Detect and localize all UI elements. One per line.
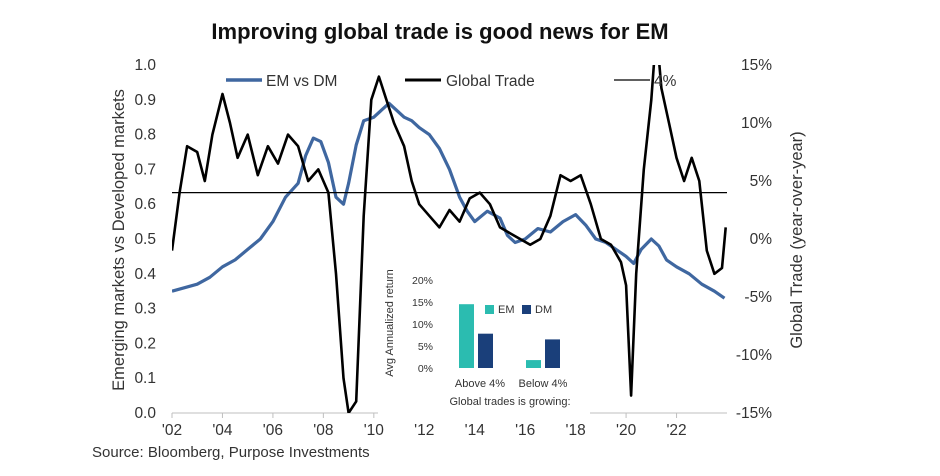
inset-bar-chart: 0% 5% 10% 15% 20% Avg Annualized return Abov… [378,268,590,418]
right-y-tick-label: 15% [741,57,772,74]
left-y-tick-label: 0.9 [134,92,156,109]
x-tick-label: '10 [364,422,385,439]
inset-y-tick-label: 20% [412,275,433,287]
left-y-tick-label: 1.0 [134,57,156,74]
left-y-tick-label: 0.5 [134,231,156,248]
x-tick-label: '08 [313,422,333,439]
left-y-tick-label: 0.1 [134,370,156,387]
left-y-tick-label: 0.8 [134,127,156,144]
x-tick-label: '18 [566,422,586,439]
left-y-tick-labels: 0.0 0.1 0.2 0.3 0.4 0.5 0.6 0.7 0.8 0.9 1.0 [134,57,156,422]
x-tick-label: '02 [162,422,182,439]
left-y-tick-label: 0.7 [134,161,156,178]
right-y-tick-label: -10% [736,347,772,364]
left-y-tick-label: 0.2 [134,335,156,352]
inset-bar-dm [545,339,560,368]
inset-bar-em [459,304,474,368]
left-y-tick-label: 0.4 [134,266,156,283]
inset-category-below: Below 4% [519,378,568,390]
x-tick-label: '16 [515,422,535,439]
x-tick-label: '20 [616,422,637,439]
x-tick-label: '14 [465,422,486,439]
chart-title: Improving global trade is good news for … [211,19,668,44]
left-y-tick-label: 0.6 [134,196,156,213]
inset-y-tick-labels: 0% 5% 10% 15% 20% [412,275,433,375]
inset-legend-label-em: EM [498,304,515,316]
series-global-trade-line [172,65,727,413]
inset-bars [459,304,560,368]
x-tick-label: '04 [212,422,233,439]
right-y-tick-label: 5% [750,173,773,190]
inset-y-tick-label: 15% [412,297,433,309]
inset-bar-em [526,360,541,368]
right-y-tick-label: -15% [736,405,772,422]
series-layer [172,65,727,413]
legend-label-threshold: 4% [654,73,677,90]
right-y-tick-label: 10% [741,115,772,132]
legend-label-em-vs-dm: EM vs DM [266,73,337,90]
inset-legend-label-dm: DM [535,304,552,316]
inset-category-above: Above 4% [455,378,505,390]
right-y-tick-label: -5% [744,289,772,306]
legend: EM vs DM Global Trade 4% [226,73,677,90]
right-y-tick-labels: -15% -10% -5% 0% 5% 10% 15% [736,57,772,422]
inset-legend-swatch-dm [522,305,531,314]
right-y-tick-label: 0% [750,231,773,248]
x-tick-label: '12 [414,422,434,439]
right-y-axis-title: Global Trade (year-over-year) [788,131,806,348]
x-tick-label: '22 [666,422,686,439]
x-tick-label: '06 [263,422,283,439]
left-y-tick-label: 0.3 [134,301,156,318]
inset-x-axis-title: Global trades is growing: [449,396,570,408]
inset-legend-swatch-em [485,305,494,314]
inset-bar-dm [478,333,493,368]
left-y-tick-label: 0.0 [134,405,156,422]
inset-y-axis-title: Avg Annualized return [384,269,396,376]
source-note: Source: Bloomberg, Purpose Investments [92,444,370,461]
legend-label-global-trade: Global Trade [446,73,535,90]
inset-y-tick-label: 0% [418,363,433,375]
inset-y-tick-label: 5% [418,341,433,353]
inset-y-tick-label: 10% [412,319,433,331]
left-y-axis-title: Emerging markets vs Developed markets [110,89,128,391]
